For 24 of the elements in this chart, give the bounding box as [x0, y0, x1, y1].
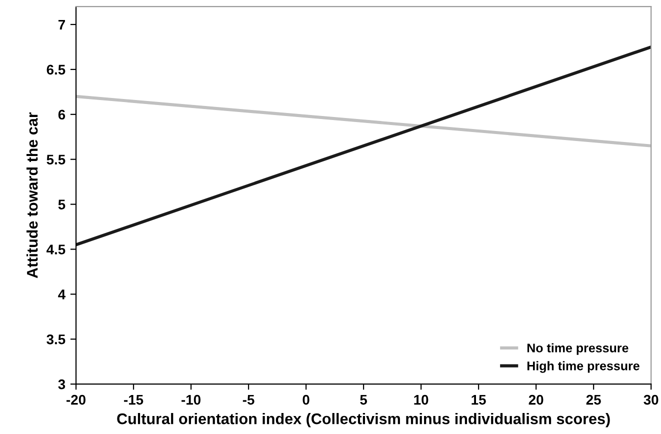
y-tick-label: 5.5 — [46, 154, 66, 165]
y-tick-label: 5 — [58, 200, 66, 210]
x-tick-label: -5 — [242, 395, 254, 405]
y-tick-label: 6 — [58, 110, 66, 120]
y-tick-label: 4 — [58, 290, 66, 300]
x-tick-label: 25 — [586, 394, 601, 405]
x-tick-label: -20 — [66, 394, 86, 405]
y-axis-title: Attitude toward the car — [26, 112, 38, 278]
x-tick-label: 5 — [360, 395, 368, 405]
legend-label: No time pressure — [527, 343, 628, 355]
y-tick-label: 3.5 — [46, 334, 66, 344]
y-tick-label: 6.5 — [46, 64, 66, 75]
x-tick-label: 0 — [302, 394, 310, 405]
y-tick-label: 3 — [58, 379, 66, 390]
x-axis-title: Cultural orientation index (Collectivism minus individualism scores) — [117, 413, 610, 428]
x-tick-label: 15 — [472, 395, 486, 405]
x-tick-label: 20 — [528, 394, 544, 405]
x-tick-label: -15 — [124, 395, 144, 405]
x-tick-label: 10 — [414, 394, 428, 405]
y-tick-label: 7 — [58, 20, 65, 30]
legend-label: High time pressure — [527, 361, 640, 373]
x-tick-label: 30 — [644, 394, 658, 405]
y-tick-label: 4.5 — [46, 244, 66, 254]
x-tick-label: -10 — [182, 394, 200, 405]
